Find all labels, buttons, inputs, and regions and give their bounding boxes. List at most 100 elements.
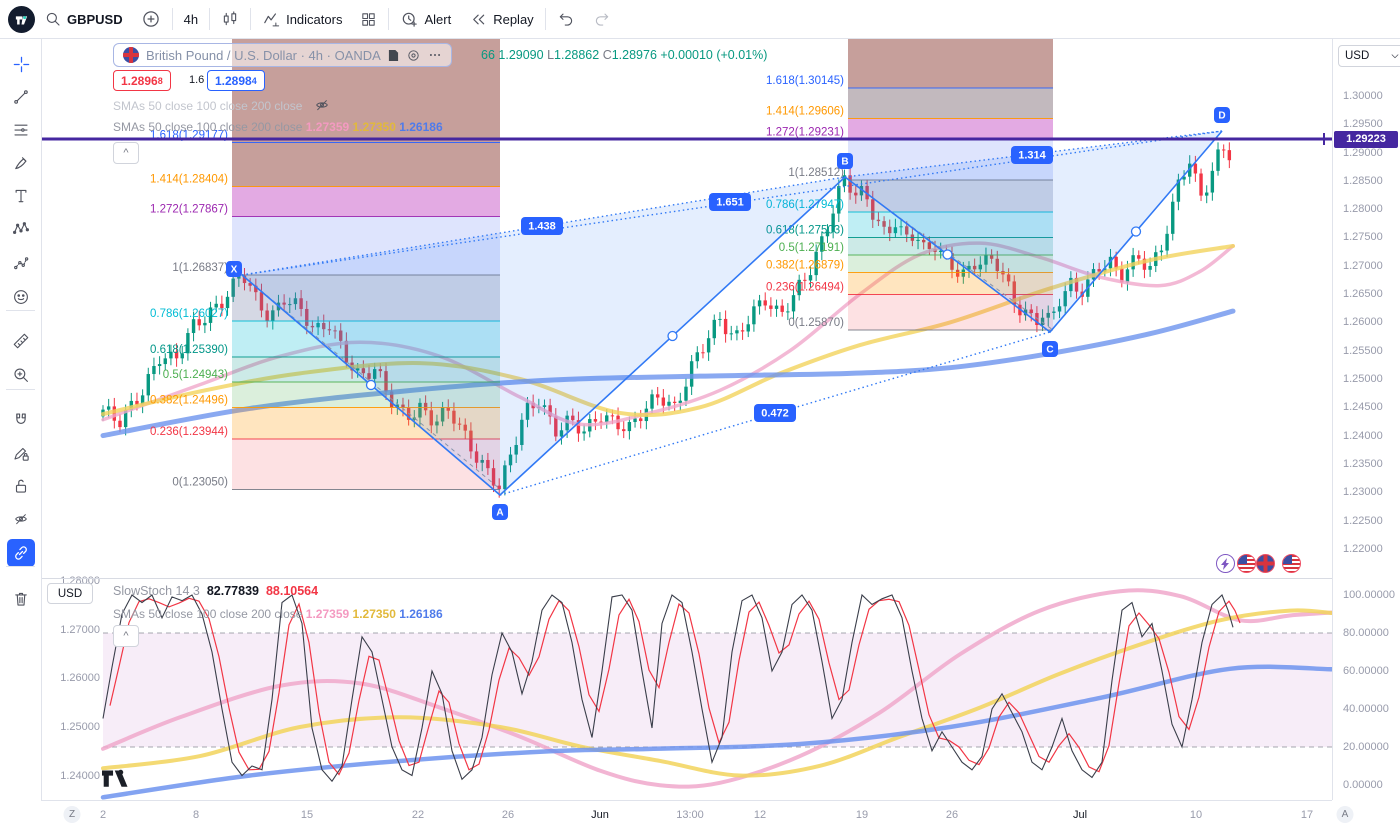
time-axis-badge[interactable]: Z [63,806,81,823]
emoji-tool[interactable] [7,283,35,311]
eye-off-icon[interactable] [314,97,330,113]
lock-all-tool[interactable] [7,472,35,500]
pattern-ratio-badge[interactable] [709,193,751,211]
crosshair-tool[interactable] [7,50,35,78]
us-flag-icon[interactable] [1282,554,1301,573]
tradingview-logo[interactable] [8,5,35,33]
price-tick: 1.27000 [1343,260,1383,272]
indicators-button[interactable]: Indicators [253,0,351,38]
ohlc-open-fragment: 66 [481,48,495,62]
uk-flag-icon[interactable] [1256,554,1275,573]
time-tick: 13:00 [676,809,704,821]
fib-level-label: 1.272(1.29231) [766,127,844,139]
drawing-lock-tool[interactable] [7,439,35,467]
panel-sma-legend[interactable]: SMAs 50 close 100 close 200 close 1.2735… [113,607,443,621]
chart-style-button[interactable] [212,0,248,38]
symbol-search-label: GBPUSD [67,11,123,27]
ohlc-low: 1.28862 [554,48,600,62]
link-tool[interactable] [7,539,35,567]
toolbar-divider [544,8,546,30]
price-tick: 1.24500 [1343,401,1383,413]
stoch-legend[interactable]: SlowStoch 14 3 82.77839 88.10564 [113,584,318,598]
time-tick: Jun [591,809,609,821]
pattern-point-badge[interactable] [492,504,508,520]
collapse-main-pane-button[interactable]: ^ [113,142,139,164]
fib-retracement-tool[interactable] [7,116,35,144]
visibility-icon[interactable] [406,48,421,63]
price-tick: 1.22000 [1343,543,1383,555]
time-axis-badge[interactable]: A [1336,806,1354,823]
undo-button[interactable] [548,0,584,38]
toolbar-divider [209,8,211,30]
pattern-ratio-badge[interactable] [754,404,796,422]
trash-tool[interactable] [7,585,35,613]
fib-level-label: 0.236(1.26494) [766,281,844,293]
forecast-tool[interactable] [7,249,35,277]
layout-grid-button[interactable] [351,0,386,38]
time-tick: 26 [945,809,959,821]
fib-level-label: 0.618(1.27503) [766,224,844,236]
svg-text:1.651: 1.651 [716,197,744,209]
price-tick: 1.25000 [1343,373,1383,385]
sma-legend-hidden[interactable]: SMAs 50 close 100 close 200 close [113,97,330,113]
stoch-name: SlowStoch [113,584,173,598]
pattern-point-badge[interactable] [1042,341,1058,357]
pattern-point-badge[interactable] [1214,107,1230,123]
svg-text:B: B [841,157,848,168]
us-flag-icon[interactable] [1237,554,1256,573]
zoom-in-tool[interactable] [7,361,35,389]
redo-button[interactable] [584,0,620,38]
buy-price-button[interactable]: 1.2898 4 [207,70,265,91]
toolbar-divider [6,389,35,390]
pane-separator[interactable] [41,578,1332,579]
price-axis[interactable]: USD 1.30000 1.29500 1.29000 1.28500 1.28000 1… [1332,38,1400,800]
trendline-tool[interactable] [7,83,35,111]
symbol-search-button[interactable]: GBPUSD [35,0,132,38]
spread-value: 1.6 [189,74,205,86]
lightning-icon[interactable] [1216,554,1235,573]
replay-button[interactable]: Replay [460,0,542,38]
redo-icon [593,10,611,28]
panel-currency-label[interactable]: USD [47,583,93,604]
svg-text:1.314: 1.314 [1018,150,1046,162]
alert-button[interactable]: Alert [391,0,460,38]
price-tick: 1.26500 [1343,288,1383,300]
xabcd-pattern-tool[interactable] [7,215,35,243]
pattern-ratio-badge[interactable] [521,217,563,235]
drawing-toolbar [0,38,42,800]
sma-hidden-label: SMAs 50 close 100 close 200 close [113,99,303,113]
sma-legend[interactable]: SMAs 50 close 100 close 200 close 1.2735… [113,120,443,134]
plus-circle-icon [141,9,161,29]
fib-level-label: 0(1.25870) [788,317,844,329]
price-line-label: 1.29223 [1334,130,1398,148]
pattern-ratio-badge[interactable] [1011,146,1053,164]
pattern-point-badge[interactable] [226,261,242,277]
time-axis[interactable]: Z A 2 8 15 22 26 Jun 13:00 12 19 26 Jul 10 17 [41,800,1354,831]
text-tool[interactable] [7,182,35,210]
fib-level-label: 0.236(1.23944) [150,426,228,438]
hide-all-tool[interactable] [7,505,35,533]
fib-level-label: 0.618(1.25390) [150,344,228,356]
quick-chart-icon[interactable] [388,49,399,62]
symbol-legend[interactable]: British Pound / U.S. Dollar · 4h · OANDA [113,43,452,67]
price-tick: 1.23500 [1343,458,1383,470]
price-tick: 1.28500 [1343,175,1383,187]
svg-text:1.438: 1.438 [528,221,556,233]
pattern-point-badge[interactable] [837,153,853,169]
indicators-icon [262,10,281,29]
ohlc-change: +0.00010 (+0.01%) [660,48,768,62]
compare-add-button[interactable] [132,0,170,38]
collapse-stoch-pane-button[interactable]: ^ [113,625,139,647]
grid-layout-icon [360,11,377,28]
sell-price-button[interactable]: 1.2896 8 [113,70,171,91]
magnet-tool[interactable] [7,406,35,434]
more-options-icon[interactable] [428,48,442,62]
currency-selector[interactable]: USD [1338,45,1400,67]
ruler-tool[interactable] [7,327,35,355]
fib-level-label: 0.5(1.27191) [779,242,844,254]
sma-value: 1.27350 [349,120,396,134]
brush-tool[interactable] [7,149,35,177]
interval-button[interactable]: 4h [175,0,207,38]
time-tick: 17 [1300,809,1314,821]
